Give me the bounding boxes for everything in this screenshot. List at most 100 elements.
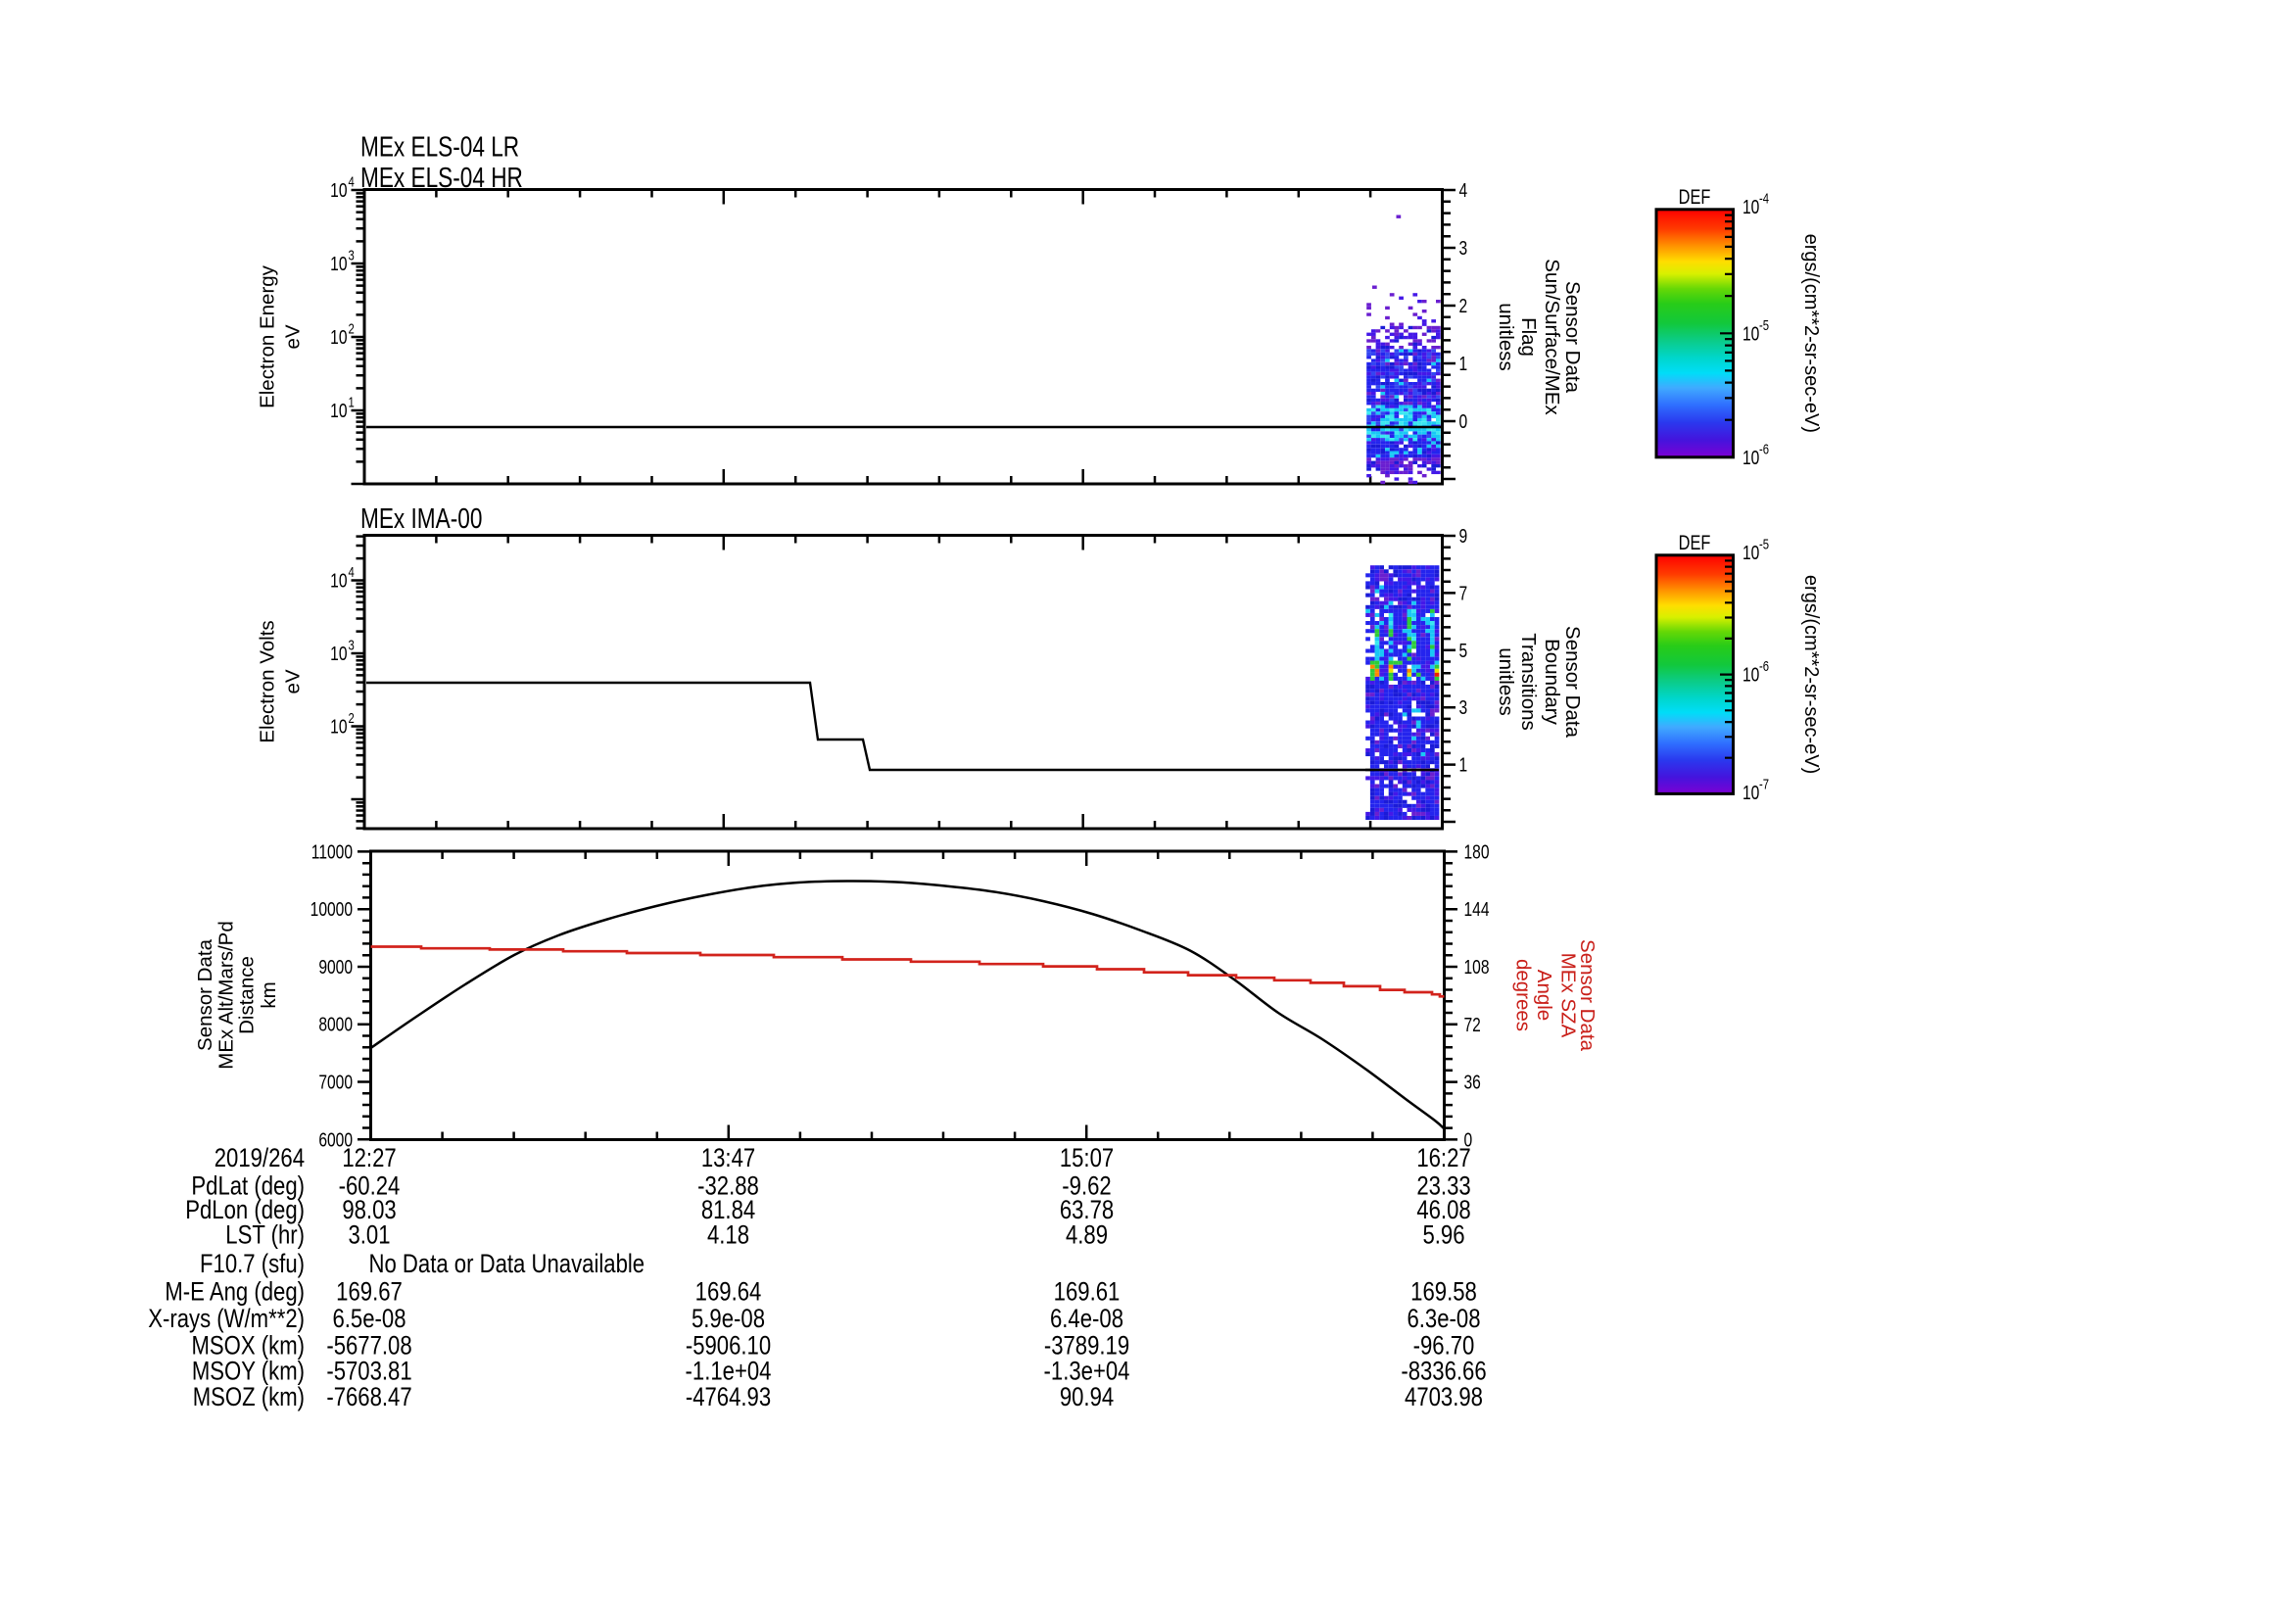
svg-text:ergs/(cm**2-sr-sec-eV): ergs/(cm**2-sr-sec-eV) — [1800, 575, 1822, 774]
svg-text:-6: -6 — [1759, 441, 1769, 457]
svg-text:90.94: 90.94 — [1060, 1383, 1114, 1412]
svg-text:-8336.66: -8336.66 — [1401, 1358, 1486, 1387]
svg-text:DEF: DEF — [1679, 185, 1711, 208]
svg-text:2: 2 — [1459, 295, 1468, 316]
svg-text:3.01: 3.01 — [348, 1221, 390, 1251]
svg-text:Boundary: Boundary — [1541, 639, 1563, 726]
svg-text:3: 3 — [349, 637, 355, 653]
svg-text:4.89: 4.89 — [1066, 1221, 1108, 1251]
svg-text:4.18: 4.18 — [707, 1221, 749, 1251]
svg-text:4: 4 — [1459, 179, 1468, 201]
svg-text:10: 10 — [1742, 664, 1759, 686]
svg-text:MEx IMA-00: MEx IMA-00 — [360, 502, 482, 534]
svg-text:11000: 11000 — [311, 841, 353, 863]
svg-text:180: 180 — [1464, 841, 1490, 863]
svg-text:8000: 8000 — [318, 1014, 353, 1035]
svg-text:108: 108 — [1464, 956, 1490, 978]
svg-text:Flag: Flag — [1517, 317, 1540, 357]
svg-text:0: 0 — [1459, 410, 1468, 432]
svg-text:Sun/Surface/MEx: Sun/Surface/MEx — [1541, 259, 1563, 415]
svg-text:10: 10 — [330, 716, 347, 738]
svg-text:1: 1 — [1459, 353, 1468, 374]
svg-text:144: 144 — [1464, 898, 1490, 920]
svg-text:No Data or Data Unavailable: No Data or Data Unavailable — [369, 1250, 645, 1279]
svg-text:4: 4 — [349, 564, 355, 581]
svg-text:ergs/(cm**2-sr-sec-eV): ergs/(cm**2-sr-sec-eV) — [1800, 234, 1822, 433]
svg-text:X-rays (W/m**2): X-rays (W/m**2) — [148, 1305, 305, 1334]
svg-text:10: 10 — [330, 179, 347, 201]
svg-text:-5677.08: -5677.08 — [326, 1332, 411, 1361]
svg-text:MSOY (km): MSOY (km) — [192, 1358, 305, 1387]
svg-text:Distance: Distance — [235, 956, 258, 1034]
svg-text:-9.62: -9.62 — [1062, 1172, 1111, 1202]
svg-text:6.5e-08: 6.5e-08 — [332, 1305, 406, 1334]
svg-text:unitless: unitless — [1495, 647, 1517, 716]
svg-text:9: 9 — [1459, 525, 1468, 547]
svg-text:5.96: 5.96 — [1422, 1221, 1464, 1251]
svg-text:DEF: DEF — [1679, 531, 1711, 553]
svg-text:63.78: 63.78 — [1060, 1196, 1114, 1225]
svg-text:-6: -6 — [1759, 658, 1769, 675]
svg-text:10: 10 — [1742, 322, 1759, 344]
svg-text:-4764.93: -4764.93 — [686, 1383, 771, 1412]
svg-text:169.64: 169.64 — [695, 1278, 762, 1308]
svg-text:km: km — [258, 981, 280, 1008]
svg-text:7: 7 — [1459, 583, 1468, 604]
svg-text:-96.70: -96.70 — [1413, 1332, 1475, 1361]
svg-text:Electron Energy: Electron Energy — [257, 264, 279, 408]
svg-text:10: 10 — [330, 253, 347, 274]
svg-text:unitless: unitless — [1495, 303, 1517, 371]
svg-text:169.61: 169.61 — [1054, 1278, 1121, 1308]
svg-text:-3789.19: -3789.19 — [1044, 1332, 1129, 1361]
svg-text:MEx ELS-04 HR: MEx ELS-04 HR — [360, 161, 523, 193]
svg-text:1: 1 — [1459, 754, 1468, 776]
svg-text:MEx Alt/Mars/Pd: MEx Alt/Mars/Pd — [215, 921, 238, 1070]
svg-text:10: 10 — [1742, 782, 1759, 803]
svg-text:72: 72 — [1464, 1014, 1481, 1035]
svg-text:degrees: degrees — [1511, 959, 1534, 1031]
svg-text:10000: 10000 — [310, 898, 353, 920]
svg-text:-1.3e+04: -1.3e+04 — [1044, 1358, 1130, 1387]
svg-text:4703.98: 4703.98 — [1405, 1383, 1483, 1412]
svg-text:2: 2 — [349, 320, 355, 337]
svg-text:6.3e-08: 6.3e-08 — [1407, 1305, 1480, 1334]
svg-text:PdLat (deg): PdLat (deg) — [191, 1172, 305, 1202]
svg-text:MEx SZA: MEx SZA — [1556, 953, 1579, 1038]
svg-text:15:07: 15:07 — [1060, 1144, 1114, 1173]
svg-text:-4: -4 — [1759, 190, 1769, 207]
svg-text:Sensor Data: Sensor Data — [1576, 939, 1599, 1052]
svg-text:6000: 6000 — [318, 1128, 353, 1150]
svg-text:MSOZ (km): MSOZ (km) — [193, 1383, 305, 1412]
svg-text:PdLon (deg): PdLon (deg) — [185, 1196, 305, 1225]
svg-text:Sensor Data: Sensor Data — [1561, 626, 1584, 739]
svg-text:Electron Volts: Electron Volts — [257, 620, 279, 742]
svg-text:3: 3 — [1459, 237, 1468, 259]
svg-text:Sensor Data: Sensor Data — [1561, 281, 1584, 394]
svg-text:-5: -5 — [1759, 316, 1769, 333]
svg-text:3: 3 — [349, 247, 355, 263]
svg-text:MEx ELS-04 LR: MEx ELS-04 LR — [360, 130, 519, 163]
svg-text:6.4e-08: 6.4e-08 — [1050, 1305, 1123, 1334]
svg-text:-7: -7 — [1759, 776, 1769, 792]
svg-text:-32.88: -32.88 — [697, 1172, 759, 1202]
svg-text:-1.1e+04: -1.1e+04 — [686, 1358, 772, 1387]
svg-text:0: 0 — [1464, 1129, 1473, 1151]
svg-text:M-E Ang (deg): M-E Ang (deg) — [165, 1278, 305, 1308]
svg-text:eV: eV — [282, 669, 305, 693]
svg-text:9000: 9000 — [318, 956, 353, 978]
svg-text:-5: -5 — [1759, 536, 1769, 552]
svg-text:-5906.10: -5906.10 — [686, 1332, 771, 1361]
svg-text:23.33: 23.33 — [1416, 1172, 1470, 1202]
svg-text:10: 10 — [1742, 196, 1759, 217]
svg-text:Angle: Angle — [1533, 970, 1555, 1021]
svg-text:2: 2 — [349, 710, 355, 727]
svg-text:7000: 7000 — [318, 1072, 353, 1093]
svg-text:10: 10 — [330, 570, 347, 592]
svg-text:1: 1 — [349, 394, 355, 410]
svg-text:36: 36 — [1464, 1072, 1481, 1093]
svg-text:169.67: 169.67 — [336, 1278, 403, 1308]
svg-text:LST (hr): LST (hr) — [225, 1221, 305, 1251]
svg-text:10: 10 — [330, 400, 347, 421]
svg-text:10: 10 — [1742, 542, 1759, 563]
svg-text:10: 10 — [330, 643, 347, 664]
